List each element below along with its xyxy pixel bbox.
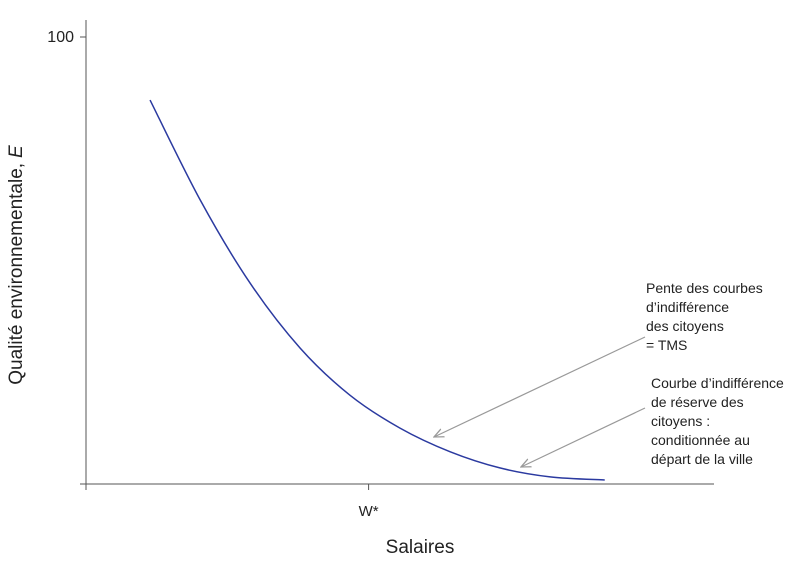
curve (149, 99, 605, 481)
x-axis-label: Salaires (386, 537, 455, 558)
annotation-text: Courbe d’indifférence (651, 375, 784, 391)
annotation-text: départ de la ville (651, 451, 753, 467)
annotation-text: citoyens : (651, 413, 710, 429)
annotation-arrow (521, 407, 646, 467)
annotation-arrow (434, 336, 646, 437)
annotation-text: conditionnée au (651, 432, 750, 448)
y-axis-label-text: Qualité environnementale, (6, 163, 27, 385)
annotation-text: Pente des courbes (646, 280, 763, 296)
y-axis-label-var: E (6, 145, 27, 158)
annotation-text: de réserve des (651, 394, 744, 410)
annotation-text: = TMS (646, 337, 687, 353)
y-tick-label: 100 (47, 29, 74, 46)
annotation-text: des citoyens (646, 318, 724, 334)
y-axis-label: Qualité environnementale, E (6, 145, 27, 385)
x-tick-label: W* (359, 503, 379, 520)
annotation-text: d’indifférence (646, 299, 729, 315)
